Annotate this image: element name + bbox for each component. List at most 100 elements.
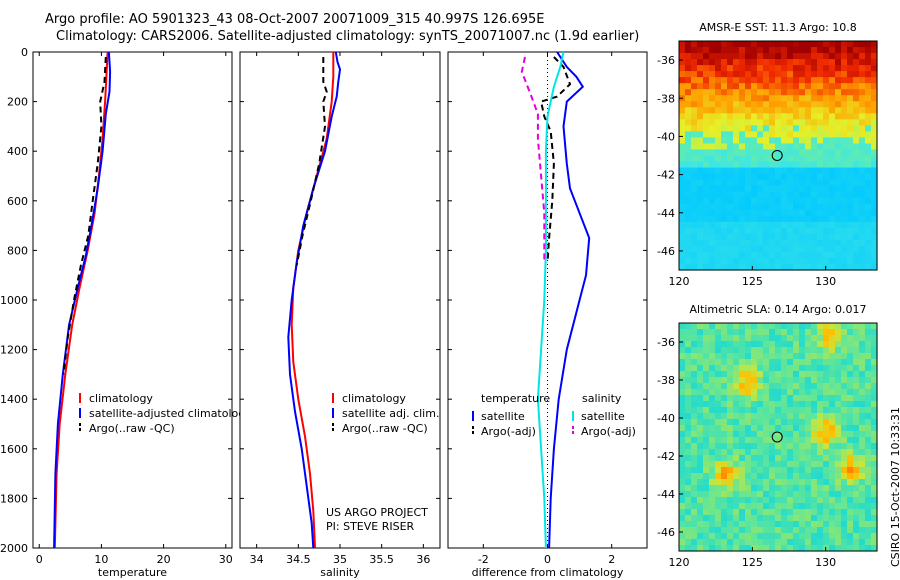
- map-cell: [751, 107, 758, 114]
- map-cell: [733, 341, 740, 348]
- map-cell: [799, 83, 806, 90]
- map-cell: [739, 395, 746, 402]
- map-cell: [847, 185, 854, 193]
- map-cell: [739, 137, 746, 145]
- map-cell: [739, 425, 746, 432]
- map-cell: [721, 389, 728, 396]
- figure-title-line2: Climatology: CARS2006. Satellite-adjuste…: [56, 29, 640, 44]
- map-cell: [859, 239, 866, 247]
- map-cell: [835, 377, 842, 384]
- map-cell: [715, 47, 722, 54]
- map-cell: [715, 407, 722, 414]
- map-cell: [871, 161, 878, 169]
- map-cell: [817, 131, 824, 139]
- map-cell: [697, 329, 704, 336]
- map-cell: [859, 395, 866, 402]
- map-cell: [829, 527, 836, 534]
- map-cell: [745, 395, 752, 402]
- map-cell: [865, 65, 872, 72]
- map-cell: [859, 59, 866, 66]
- map-cell: [721, 191, 728, 199]
- map-cell: [685, 203, 692, 211]
- map-cell: [787, 329, 794, 336]
- map-cell: [745, 107, 752, 114]
- map-cell: [775, 503, 782, 510]
- map-cell: [799, 347, 806, 354]
- map-cell: [685, 323, 692, 330]
- map-cell: [799, 509, 806, 516]
- map-cell: [685, 341, 692, 348]
- map-cell: [721, 77, 728, 84]
- map-cell: [745, 545, 752, 552]
- map-cell: [685, 239, 692, 247]
- map-cell: [793, 467, 800, 474]
- map-cell: [775, 461, 782, 468]
- map-cell: [841, 215, 848, 223]
- map-cell: [799, 497, 806, 504]
- map-cell: [775, 137, 782, 145]
- map-cell: [775, 95, 782, 102]
- map-cell: [715, 353, 722, 360]
- map-cell: [805, 419, 812, 426]
- map-cell: [805, 263, 812, 271]
- map-cell: [829, 185, 836, 193]
- map-cell: [829, 449, 836, 456]
- map-cell: [787, 395, 794, 402]
- map-cell: [787, 491, 794, 498]
- map-cell: [745, 191, 752, 199]
- map-cell: [757, 179, 764, 187]
- map-cell: [799, 491, 806, 498]
- map-cell: [727, 467, 734, 474]
- map-cell: [715, 485, 722, 492]
- map-cell: [793, 233, 800, 241]
- map-cell: [823, 347, 830, 354]
- map-cell: [769, 419, 776, 426]
- map-cell: [679, 221, 686, 229]
- map-cell: [823, 365, 830, 372]
- map-cell: [709, 197, 716, 205]
- map-cell: [691, 191, 698, 199]
- map-cell: [787, 167, 794, 175]
- map-cell: [811, 407, 818, 414]
- map-cell: [823, 95, 830, 102]
- map-cell: [745, 473, 752, 480]
- map-cell: [787, 41, 794, 48]
- map-cell: [823, 215, 830, 223]
- map-cell: [787, 77, 794, 84]
- map-cell: [793, 227, 800, 235]
- map-cell: [847, 125, 854, 132]
- map-cell: [691, 83, 698, 90]
- map-cell: [805, 515, 812, 522]
- map-cell: [745, 119, 752, 126]
- map-cell: [763, 503, 770, 510]
- map-cell: [805, 53, 812, 60]
- map-cell: [733, 167, 740, 175]
- map-cell: [817, 485, 824, 492]
- map-cell: [775, 101, 782, 108]
- map-cell: [763, 359, 770, 366]
- map-cell: [835, 125, 842, 132]
- map-cell: [841, 323, 848, 330]
- map-cell: [703, 185, 710, 193]
- map-cell: [781, 227, 788, 235]
- map-cell: [799, 209, 806, 217]
- map-cell: [679, 419, 686, 426]
- map-cell: [793, 167, 800, 175]
- map-cell: [757, 257, 764, 265]
- map-cell: [691, 443, 698, 450]
- map-cell: [733, 89, 740, 96]
- map-cell: [709, 59, 716, 66]
- map-cell: [679, 323, 686, 330]
- map-cell: [775, 155, 782, 163]
- x-tick-label: 20: [157, 553, 171, 566]
- map-cell: [727, 521, 734, 528]
- map-x-tick-label: 130: [815, 275, 836, 288]
- map-cell: [721, 365, 728, 372]
- map-cell: [775, 329, 782, 336]
- map-cell: [871, 143, 878, 151]
- map-cell: [697, 191, 704, 199]
- map-cell: [739, 239, 746, 247]
- map-cell: [781, 335, 788, 342]
- map-cell: [841, 329, 848, 336]
- map-cell: [811, 191, 818, 199]
